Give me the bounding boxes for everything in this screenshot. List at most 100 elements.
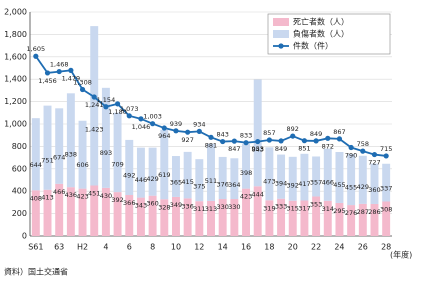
bar [253,186,262,236]
legend-swatch [273,18,289,26]
x-tick-label: 6 [127,243,132,252]
data-label: 606 [76,161,88,169]
data-label: 1,468 [50,61,69,69]
bar [183,198,192,236]
bar [195,159,204,202]
bar [66,93,75,188]
point [266,137,272,143]
x-tick-label: 4 [103,243,108,252]
y-tick-label: 800 [12,142,27,151]
data-label: 276 [345,209,357,217]
data-label: 1,241 [85,101,104,109]
y-tick-label: 1,600 [4,52,27,61]
data-label: 364 [228,181,240,189]
data-label: 392 [287,181,299,189]
data-label: 343 [135,202,147,210]
bar [78,120,87,189]
bar [113,112,122,193]
data-label: 644 [30,161,42,169]
y-tick-label: 1,800 [4,30,27,39]
data-label: 337 [380,184,392,192]
x-axis-label: (年度) [390,250,412,260]
point [173,128,179,134]
data-label: 430 [100,192,112,200]
bar [43,189,52,236]
y-tick-label: 1,200 [4,97,27,106]
bar [335,202,344,236]
data-label: 408 [30,194,42,202]
bar [300,153,309,201]
data-label: 353 [310,200,322,208]
data-label: 365 [170,179,182,187]
y-tick-label: 400 [12,187,27,196]
bar [335,152,344,203]
bar [148,147,157,196]
x-tick-label: 10 [171,243,181,252]
bar [207,200,215,236]
bar [90,185,99,236]
data-label: 843 [216,131,228,139]
point [278,138,284,144]
x-tick-label: 26 [358,243,368,252]
point [126,113,132,119]
y-tick-label: 600 [12,164,27,173]
point [103,104,109,110]
legend-label: 負傷者数（人） [293,29,349,39]
data-label: 394 [275,179,287,187]
data-label: 790 [345,152,357,160]
data-label: 847 [228,145,240,153]
x-tick-label: 63 [54,243,64,252]
point [231,138,237,144]
data-label: 492 [123,172,135,180]
bar [312,156,321,197]
point [336,136,343,142]
legend-swatch [273,30,289,38]
data-label: 429 [146,175,158,183]
bar [160,129,169,200]
x-tick-label: 20 [288,243,298,252]
data-label: 313 [205,205,217,213]
data-label: 838 [65,150,77,158]
data-label: 413 [41,194,53,202]
bar [160,199,169,236]
data-label: 333 [275,203,287,211]
data-label: 311 [193,205,205,213]
bar [148,195,157,236]
data-label: 939 [170,120,182,128]
point [79,86,86,93]
data-label: 715 [380,145,392,153]
bar [242,188,251,236]
data-label: 357 [310,178,322,186]
bar [101,87,110,188]
data-label: 964 [158,132,170,140]
bar [253,79,262,187]
data-label: 849 [310,130,322,138]
data-label: 444 [251,190,263,198]
point [196,128,202,134]
data-label: 446 [135,176,147,184]
bar [347,205,356,236]
data-label: 751 [41,156,53,164]
data-label: 833 [240,132,252,140]
bar [136,147,145,198]
bar [171,156,180,197]
data-label: 619 [158,171,170,179]
bar [125,195,134,236]
data-label: 1,046 [132,123,151,131]
data-label: 417 [298,180,310,188]
point [220,138,226,145]
bar [277,198,286,236]
bar [277,154,286,199]
bar [78,188,87,236]
data-label: 315 [287,205,299,213]
bar [90,26,99,186]
data-label: 376 [216,180,228,188]
point [348,144,354,151]
data-label: 1,073 [120,105,139,113]
data-label: 473 [263,178,275,186]
data-label: 674 [53,153,65,161]
bar [218,199,227,236]
point [185,129,191,135]
data-label: 328 [158,203,170,211]
